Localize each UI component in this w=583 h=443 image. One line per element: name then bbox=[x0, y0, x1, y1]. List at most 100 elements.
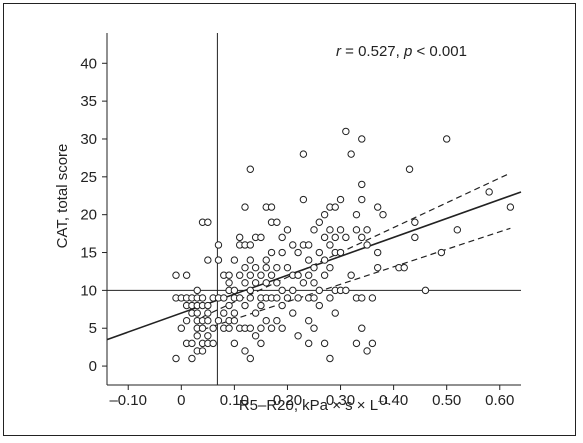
data-point bbox=[336, 248, 345, 257]
data-point bbox=[182, 316, 191, 325]
data-point bbox=[326, 263, 334, 272]
data-point bbox=[193, 309, 201, 317]
data-point bbox=[379, 210, 387, 219]
data-point bbox=[193, 286, 201, 295]
data-point bbox=[304, 316, 313, 325]
y-tick-label: 15 bbox=[80, 245, 97, 262]
data-point bbox=[294, 248, 302, 257]
data-point bbox=[368, 294, 377, 302]
data-point bbox=[235, 233, 244, 242]
data-point bbox=[304, 256, 313, 264]
data-point bbox=[304, 241, 313, 249]
chart-frame bbox=[3, 3, 576, 436]
data-point bbox=[294, 271, 302, 279]
data-point bbox=[230, 316, 239, 325]
data-point bbox=[352, 210, 361, 219]
data-point bbox=[267, 203, 276, 211]
data-point bbox=[262, 316, 270, 325]
data-point bbox=[251, 279, 260, 287]
data-point bbox=[214, 256, 223, 264]
data-point bbox=[310, 263, 318, 272]
data-point bbox=[278, 286, 286, 295]
data-point bbox=[331, 309, 339, 317]
data-point bbox=[262, 279, 270, 287]
confidence-band-upper bbox=[202, 172, 511, 318]
data-point bbox=[209, 324, 217, 332]
data-point bbox=[251, 332, 260, 340]
data-point bbox=[315, 301, 324, 310]
data-point bbox=[405, 165, 414, 173]
data-point bbox=[299, 150, 308, 158]
data-point bbox=[214, 316, 223, 325]
data-point bbox=[246, 324, 255, 332]
data-point bbox=[331, 203, 339, 211]
data-point bbox=[198, 324, 207, 332]
data-point bbox=[278, 248, 286, 257]
data-point bbox=[283, 294, 292, 302]
r-value: = 0.527, bbox=[341, 43, 404, 60]
y-tick-label: 25 bbox=[80, 169, 97, 186]
data-point bbox=[172, 354, 180, 363]
data-point bbox=[358, 180, 366, 189]
axes: 0 5 10 15 20 25 30 35 40 –0.10 0 0.10 0.20 0.30 0.40 0.… bbox=[80, 33, 521, 409]
data-point bbox=[310, 279, 318, 287]
data-point bbox=[204, 316, 212, 325]
data-point bbox=[347, 271, 355, 279]
data-point bbox=[411, 218, 419, 226]
data-point bbox=[442, 135, 451, 143]
y-tick-label: 10 bbox=[80, 282, 97, 299]
data-point bbox=[368, 339, 377, 348]
data-point bbox=[336, 195, 345, 204]
data-point bbox=[267, 248, 276, 257]
x-tick-label: 0.30 bbox=[326, 392, 355, 409]
data-point bbox=[257, 301, 265, 310]
data-point bbox=[342, 127, 350, 136]
data-point bbox=[283, 226, 292, 234]
data-point bbox=[347, 150, 355, 158]
data-point bbox=[342, 233, 350, 242]
data-point bbox=[225, 324, 233, 332]
data-point bbox=[230, 309, 239, 317]
data-point bbox=[363, 347, 371, 355]
y-tick-label: 0 bbox=[89, 358, 97, 375]
data-point bbox=[220, 309, 228, 317]
data-point bbox=[358, 233, 366, 242]
data-point bbox=[373, 248, 382, 257]
data-point bbox=[241, 203, 249, 211]
data-point bbox=[320, 233, 329, 242]
data-point bbox=[326, 354, 334, 363]
y-axis-title: CAT, total score bbox=[54, 144, 71, 249]
data-point bbox=[411, 233, 419, 242]
data-point bbox=[257, 233, 265, 242]
data-point bbox=[204, 332, 212, 340]
data-point bbox=[204, 256, 212, 264]
data-point bbox=[278, 301, 286, 310]
data-point bbox=[235, 294, 244, 302]
data-point bbox=[320, 339, 329, 348]
data-point bbox=[299, 279, 308, 287]
data-point bbox=[358, 324, 366, 332]
data-point bbox=[358, 195, 366, 204]
x-tick-label: –0.10 bbox=[109, 392, 147, 409]
data-point bbox=[225, 271, 233, 279]
data-point bbox=[310, 226, 318, 234]
data-point bbox=[320, 256, 329, 264]
data-point bbox=[315, 218, 324, 226]
data-point bbox=[257, 324, 265, 332]
data-point bbox=[373, 263, 382, 272]
data-point bbox=[214, 241, 223, 249]
data-point bbox=[506, 203, 515, 211]
data-point bbox=[294, 332, 302, 340]
data-point bbox=[246, 286, 255, 295]
data-point bbox=[278, 233, 286, 242]
data-point bbox=[198, 347, 207, 355]
data-point bbox=[246, 256, 255, 264]
data-point bbox=[225, 279, 233, 287]
data-point bbox=[273, 263, 281, 272]
data-point bbox=[289, 286, 297, 295]
data-point bbox=[204, 309, 212, 317]
data-point bbox=[400, 263, 408, 272]
data-point bbox=[320, 271, 329, 279]
data-point bbox=[273, 218, 281, 226]
